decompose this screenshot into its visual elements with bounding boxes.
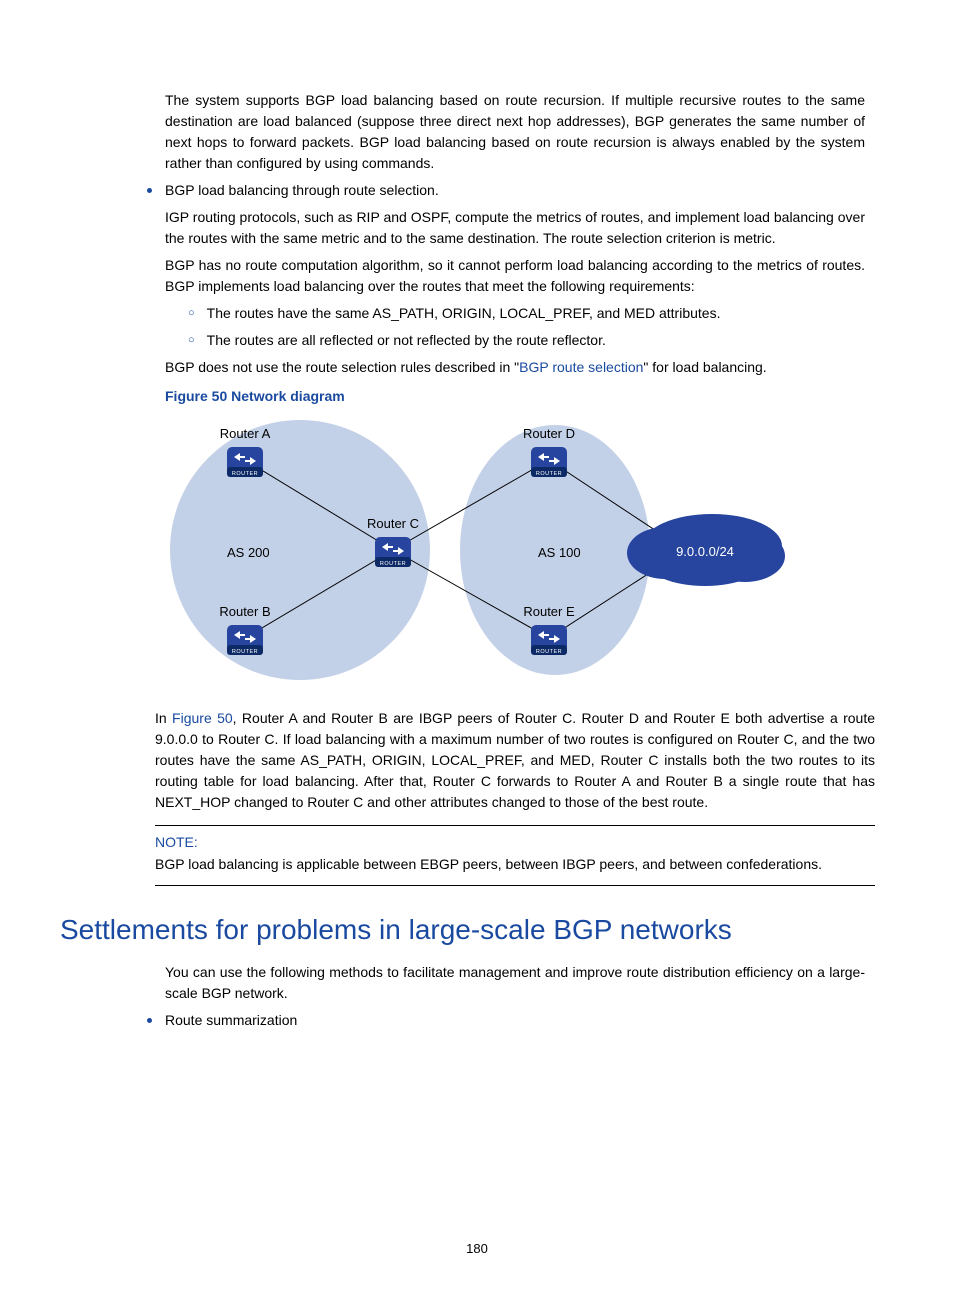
paragraph-methods: You can use the following methods to fac… bbox=[165, 962, 865, 1004]
circle-bullet-icon: ○ bbox=[188, 332, 195, 349]
bullet-route-selection: BGP load balancing through route selecti… bbox=[165, 180, 439, 201]
svg-text:ROUTER: ROUTER bbox=[232, 471, 258, 477]
svg-text:ROUTER: ROUTER bbox=[232, 649, 258, 655]
paragraph-selection-rules: BGP does not use the route selection rul… bbox=[165, 357, 865, 378]
svg-text:Router C: Router C bbox=[367, 516, 419, 531]
paragraph-bgp-req: BGP has no route computation algorithm, … bbox=[165, 255, 865, 297]
svg-text:AS 200: AS 200 bbox=[227, 545, 270, 560]
text-fragment: , Router A and Router B are IBGP peers o… bbox=[155, 710, 875, 810]
page-number: 180 bbox=[0, 1241, 954, 1256]
note-label: NOTE: bbox=[155, 834, 875, 850]
paragraph-recursion: The system supports BGP load balancing b… bbox=[165, 90, 865, 174]
sub-bullet-reflector: The routes are all reflected or not refl… bbox=[207, 330, 606, 351]
note-block: NOTE: BGP load balancing is applicable b… bbox=[155, 825, 875, 886]
link-bgp-route-selection[interactable]: BGP route selection bbox=[519, 359, 643, 375]
svg-text:9.0.0.0/24: 9.0.0.0/24 bbox=[676, 544, 734, 559]
svg-text:ROUTER: ROUTER bbox=[536, 649, 562, 655]
bullet-route-summarization: Route summarization bbox=[165, 1010, 297, 1031]
sub-bullet-attributes: The routes have the same AS_PATH, ORIGIN… bbox=[207, 303, 721, 324]
figure-caption: Figure 50 Network diagram bbox=[165, 388, 865, 404]
text-fragment: " for load balancing. bbox=[643, 359, 766, 375]
text-fragment: In bbox=[155, 710, 172, 726]
paragraph-figure-desc: In Figure 50, Router A and Router B are … bbox=[155, 708, 875, 813]
circle-bullet-icon: ○ bbox=[188, 305, 195, 322]
paragraph-igp: IGP routing protocols, such as RIP and O… bbox=[165, 207, 865, 249]
svg-text:Router A: Router A bbox=[220, 426, 271, 441]
bullet-icon bbox=[147, 1018, 152, 1023]
note-text: BGP load balancing is applicable between… bbox=[155, 854, 875, 875]
svg-text:Router D: Router D bbox=[523, 426, 575, 441]
heading-settlements: Settlements for problems in large-scale … bbox=[60, 914, 864, 946]
link-figure-50[interactable]: Figure 50 bbox=[172, 710, 233, 726]
network-diagram: 9.0.0.0/24 ROUTER Router A ROUTER Router B RO… bbox=[165, 410, 805, 690]
svg-text:ROUTER: ROUTER bbox=[380, 561, 406, 567]
svg-text:Router B: Router B bbox=[219, 604, 270, 619]
svg-text:ROUTER: ROUTER bbox=[536, 471, 562, 477]
bullet-icon bbox=[147, 188, 152, 193]
svg-text:AS 100: AS 100 bbox=[538, 545, 581, 560]
text-fragment: BGP does not use the route selection rul… bbox=[165, 359, 519, 375]
svg-text:Router E: Router E bbox=[523, 604, 575, 619]
